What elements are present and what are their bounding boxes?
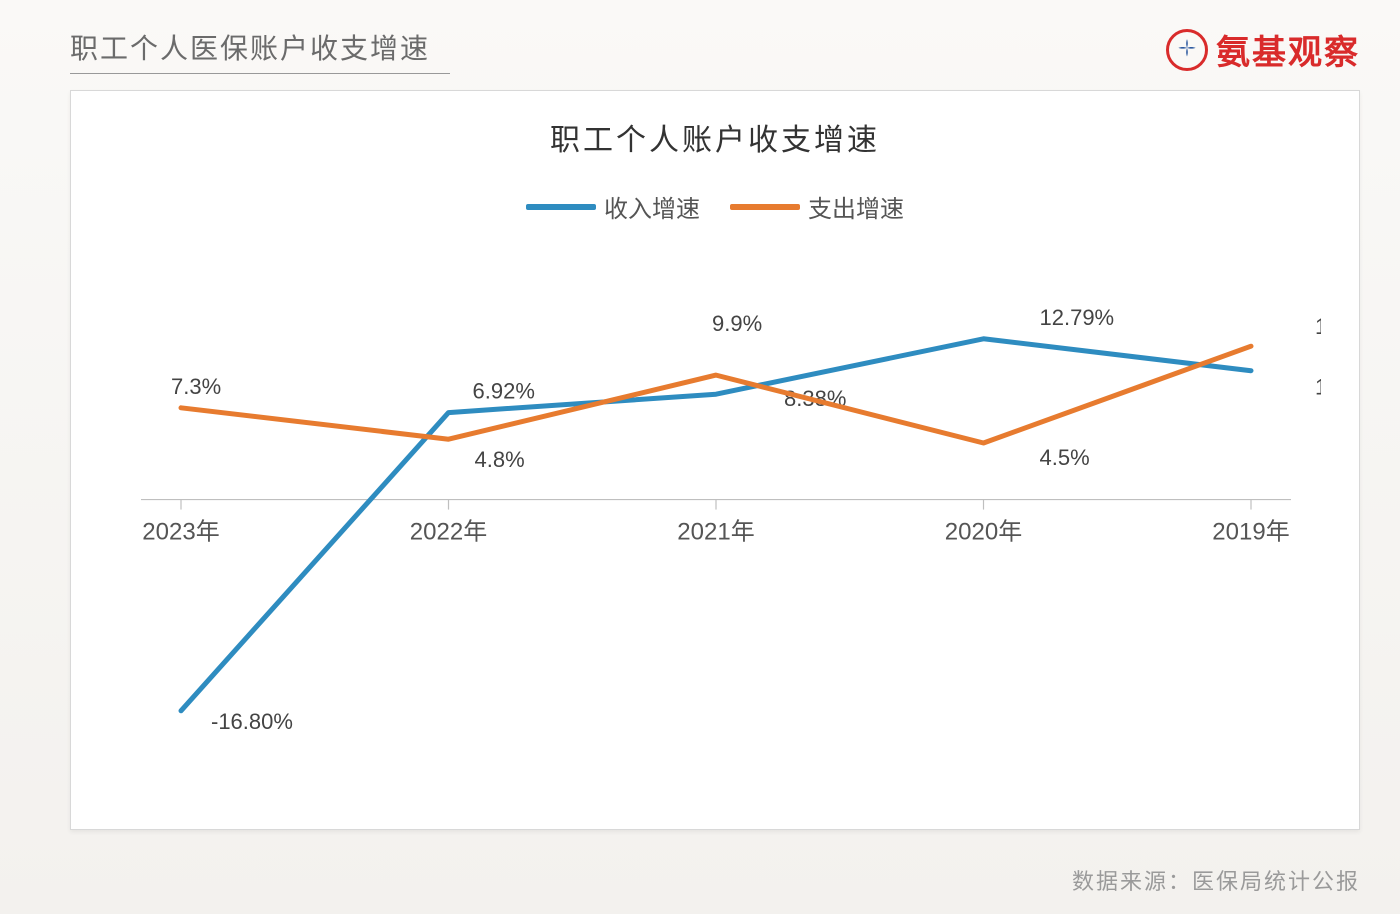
x-tick-label: 2020年: [945, 519, 1022, 546]
x-tick-label: 2023年: [142, 519, 219, 546]
header: 职工个人医保账户收支增速 氨基观察: [70, 24, 1360, 74]
page-title: 职工个人医保账户收支增速: [70, 27, 450, 74]
value-label: 10.25%: [1315, 375, 1321, 400]
brand-text: 氨基观察: [1216, 25, 1360, 74]
chart-card: 职工个人账户收支增速 收入增速 支出增速 2023年 2022年 2021年 2020…: [70, 90, 1360, 830]
brand: 氨基观察: [1166, 25, 1360, 74]
value-label: 9.9%: [712, 311, 762, 336]
legend-label-income: 收入增速: [604, 189, 700, 224]
chart-title: 职工个人账户收支增速: [71, 115, 1359, 159]
value-label: 4.8%: [475, 447, 525, 472]
legend-label-expense: 支出增速: [808, 189, 904, 224]
x-tick-label: 2022年: [410, 519, 487, 546]
legend-item-income: 收入增速: [526, 189, 700, 224]
value-label: 12.79%: [1040, 305, 1115, 330]
source-line: 数据来源：医保局统计公报: [1072, 864, 1360, 896]
x-tick-label: 2021年: [677, 519, 754, 546]
page-root: 职工个人医保账户收支增速 氨基观察 职工个人账户收支增速 收入增速 支出增速 2…: [0, 0, 1400, 914]
legend-item-expense: 支出增速: [730, 189, 904, 224]
chart-plot: 2023年2022年2021年2020年2019年-16.80%6.92%8.3…: [111, 251, 1321, 811]
value-label: 12.2%: [1315, 314, 1321, 339]
legend: 收入增速 支出增速: [71, 189, 1359, 224]
value-label: 6.92%: [473, 379, 535, 404]
value-label: 7.3%: [171, 374, 221, 399]
legend-swatch-income: [526, 204, 596, 210]
value-label: -16.80%: [211, 709, 293, 734]
value-label: 4.5%: [1040, 445, 1090, 470]
brand-logo-icon: [1166, 29, 1208, 71]
legend-swatch-expense: [730, 204, 800, 210]
x-tick-label: 2019年: [1212, 519, 1289, 546]
